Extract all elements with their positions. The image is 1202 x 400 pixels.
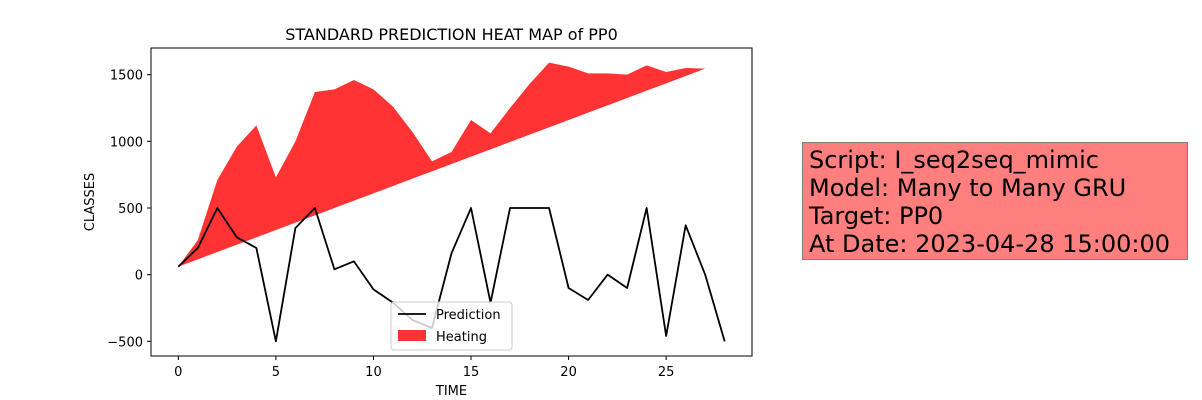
y-tick-label: 0 <box>135 269 143 284</box>
legend-heating-swatch <box>398 330 426 341</box>
chart-title: STANDARD PREDICTION HEAT MAP of PP0 <box>285 25 618 44</box>
heating-area <box>178 62 725 267</box>
x-tick-label: 0 <box>174 365 182 380</box>
y-axis-ticks: −500 0 500 1000 1500 <box>107 69 151 350</box>
info-script: Script: I_seq2seq_mimic <box>809 146 1099 174</box>
prediction-line <box>177 207 726 343</box>
y-tick-label: 1500 <box>110 69 143 84</box>
y-tick-label: −500 <box>107 335 143 350</box>
y-tick-label: 1000 <box>110 135 143 150</box>
legend-prediction-label: Prediction <box>436 308 501 323</box>
x-tick-label: 20 <box>560 365 577 380</box>
x-tick-label: 15 <box>463 365 480 380</box>
info-box: Script: I_seq2seq_mimic Model: Many to M… <box>802 142 1188 260</box>
info-model: Model: Many to Many GRU <box>809 174 1127 202</box>
x-axis-label: TIME <box>435 384 467 399</box>
plot-frame <box>150 47 753 357</box>
x-axis-ticks: 0 5 10 15 20 25 <box>174 356 674 380</box>
x-tick-label: 10 <box>365 365 382 380</box>
info-date: At Date: 2023-04-28 15:00:00 <box>809 230 1171 258</box>
legend-heating-label: Heating <box>436 330 487 345</box>
x-tick-label: 5 <box>272 365 280 380</box>
legend: Prediction Heating <box>390 301 513 351</box>
y-axis-label: CLASSES <box>83 173 98 231</box>
info-target: Target: PP0 <box>809 202 944 230</box>
plot-area <box>177 62 726 343</box>
x-tick-label: 25 <box>658 365 675 380</box>
y-tick-label: 500 <box>118 202 143 217</box>
